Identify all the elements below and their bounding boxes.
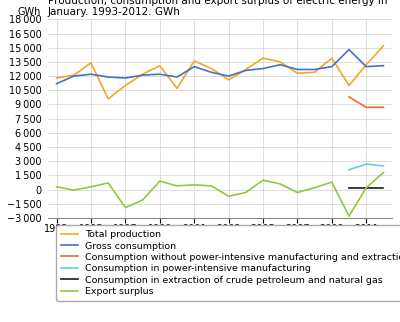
Gross consumption	[312, 68, 317, 71]
Total production	[261, 56, 266, 60]
Export surplus	[174, 184, 179, 188]
Gross consumption	[243, 69, 248, 72]
Consumption without power-intensive manufacturing and extraction	[364, 105, 368, 109]
Export surplus	[346, 214, 352, 218]
Total production	[243, 68, 248, 71]
Export surplus	[329, 180, 334, 184]
Export surplus	[278, 182, 282, 186]
Legend: Total production, Gross consumption, Consumption without power-intensive manufac: Total production, Gross consumption, Con…	[56, 225, 400, 301]
Total production	[329, 56, 334, 60]
Line: Consumption without power-intensive manufacturing and extraction: Consumption without power-intensive manu…	[349, 97, 384, 107]
Consumption in power-intensive manufacturing	[346, 168, 352, 172]
Total production	[89, 61, 94, 65]
Export surplus	[261, 178, 266, 182]
Gross consumption	[123, 76, 128, 80]
Consumption without power-intensive manufacturing and extraction	[346, 95, 352, 99]
Total production	[278, 60, 282, 64]
Export surplus	[71, 188, 76, 192]
Total production	[174, 87, 179, 90]
Export surplus	[243, 191, 248, 194]
Export surplus	[364, 186, 368, 190]
Total production	[226, 78, 231, 82]
Total production	[364, 63, 368, 67]
Export surplus	[192, 183, 196, 187]
Gross consumption	[278, 63, 282, 67]
Export surplus	[381, 171, 386, 175]
Gross consumption	[364, 65, 368, 69]
Gross consumption	[329, 65, 334, 69]
Consumption without power-intensive manufacturing and extraction	[381, 105, 386, 109]
Total production	[54, 76, 59, 80]
Total production	[209, 67, 214, 71]
Gross consumption	[106, 75, 110, 79]
Consumption in extraction of crude petroleum and natural gas	[364, 186, 368, 190]
Gross consumption	[261, 67, 266, 71]
Export surplus	[312, 186, 317, 190]
Line: Gross consumption: Gross consumption	[56, 50, 384, 84]
Total production	[192, 59, 196, 63]
Gross consumption	[71, 74, 76, 78]
Gross consumption	[209, 71, 214, 74]
Gross consumption	[192, 65, 196, 69]
Gross consumption	[157, 72, 162, 76]
Line: Export surplus: Export surplus	[56, 173, 384, 216]
Export surplus	[123, 206, 128, 210]
Gross consumption	[346, 48, 352, 52]
Export surplus	[157, 179, 162, 183]
Export surplus	[295, 191, 300, 194]
Total production	[346, 84, 352, 88]
Total production	[106, 97, 110, 101]
Gross consumption	[381, 64, 386, 68]
Export surplus	[89, 185, 94, 189]
Text: GWh: GWh	[17, 7, 40, 17]
Export surplus	[54, 185, 59, 189]
Consumption in power-intensive manufacturing	[364, 162, 368, 166]
Consumption in extraction of crude petroleum and natural gas	[346, 186, 352, 190]
Total production	[71, 73, 76, 77]
Consumption in power-intensive manufacturing	[381, 164, 386, 168]
Gross consumption	[174, 75, 179, 79]
Export surplus	[140, 198, 145, 202]
Text: Production, consumption and export surplus of electric energy in
January. 1993-2: Production, consumption and export surpl…	[48, 0, 388, 17]
Gross consumption	[54, 82, 59, 86]
Consumption in extraction of crude petroleum and natural gas	[381, 186, 386, 190]
Gross consumption	[226, 74, 231, 78]
Line: Total production: Total production	[56, 46, 384, 99]
Export surplus	[106, 181, 110, 185]
Line: Consumption in power-intensive manufacturing: Consumption in power-intensive manufactu…	[349, 164, 384, 170]
Total production	[123, 84, 128, 88]
Export surplus	[226, 194, 231, 198]
Total production	[140, 72, 145, 76]
Gross consumption	[295, 68, 300, 71]
Total production	[157, 64, 162, 68]
Total production	[295, 71, 300, 75]
Export surplus	[209, 184, 214, 188]
Gross consumption	[140, 73, 145, 77]
Gross consumption	[89, 72, 94, 76]
Total production	[312, 71, 317, 74]
Total production	[381, 44, 386, 48]
